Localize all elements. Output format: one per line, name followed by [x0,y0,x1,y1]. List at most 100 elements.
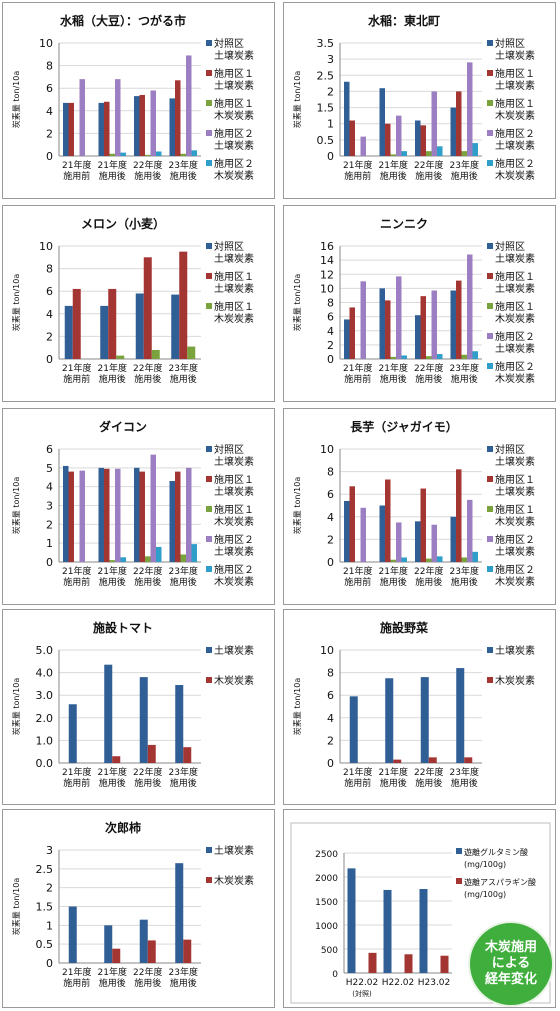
category-label: 21年度 [62,362,91,374]
bar-t2c-2 [437,146,443,156]
chart-panel-8: 施設野菜 炭素量 ton/10a 0 2 4 6 8 10 21年度 施用前 21年度 施用後 22年度… [283,609,556,805]
bar-t2s-2 [150,454,156,562]
y-tick-label: 14 [320,254,334,267]
y-axis-label: 炭素量 ton/10a [11,678,21,736]
legend-swatch [206,847,212,853]
y-tick-label: 8 [327,466,334,479]
category-label: 施用後 [170,777,197,789]
chart-title: 施設野菜 [380,620,428,635]
category-label: 23年度 [450,766,479,778]
legend-label: 対照区 [495,443,525,456]
legend-swatch [487,130,493,136]
legend-label: 施用区２ [214,127,254,140]
chart-panel-6: 長芋（ジャガイモ） 炭素量 ton/10a 0 2 4 6 8 10 21年度 施用前 21年度 施用… [283,408,556,605]
legend-swatch [487,333,493,339]
legend-label: 土壌炭素 [495,49,535,62]
category-label: 21年度 [343,159,372,171]
category-label: 23年度 [169,766,198,778]
y-tick-label: 2.5 [317,69,335,82]
bar-t2c-2 [156,151,162,156]
bar-t1c-1 [390,356,396,359]
y-tick-label: 0 [46,957,53,970]
legend-label: 遊離アスパラギン酸 [464,877,536,887]
y-axis-label: 炭素量 ton/10a [292,678,302,736]
legend-label: 土壌炭素 [495,139,535,152]
legend-label: 対照区 [214,443,244,456]
legend-label: 土壌炭素 [214,79,254,92]
bar-t2c-1 [120,557,126,562]
bar-t2s-0 [360,507,366,562]
bar-t2s-2 [431,290,437,359]
bar-t1c-3 [180,153,186,156]
y-tick-label: 4 [46,481,53,494]
y-tick-label: 2 [327,734,334,747]
bar-ctrl-1 [379,88,385,156]
chart-title: メロン（小麦） [81,216,165,231]
legend-label: 土壌炭素 [214,139,254,152]
legend-swatch [206,243,212,249]
y-tick-label: 2 [46,330,53,343]
legend-swatch [206,130,212,136]
bar-t2s-3 [467,499,473,562]
bar-soil-2 [139,919,148,963]
bar-t1s-3 [175,80,181,156]
category-label: 施用後 [415,777,442,789]
bar-t1s-2 [139,471,145,562]
bar-t1s-3 [456,280,462,359]
category-label: 22年度 [133,159,162,171]
legend-label: 土壌炭素 [214,455,254,468]
y-tick-label: 10 [320,282,334,295]
chart-panel-2: 水稲：東北町 炭素量 ton/10a 0 0.5 1 1.5 2 2.5 3 3.5 21年度 施用前… [283,2,556,199]
chart-title: 施設トマト [93,620,153,635]
bar-t2s-3 [186,55,192,156]
legend-swatch [487,40,493,46]
y-tick-label: 0 [327,757,334,770]
legend-label: (mg/100g) [464,890,506,899]
legend-label: 土壌炭素 [214,49,254,62]
y-tick-label: 1 [46,919,53,932]
legend-label: 施用区１ [495,300,535,313]
y-tick-label: 3 [46,500,53,513]
category-label: 23年度 [450,362,479,374]
y-tick-label: 0 [327,556,334,569]
bar-t1s-0 [68,471,74,562]
y-tick-label: 6 [327,689,334,702]
category-label: 施用前 [344,777,371,789]
y-tick-label: 8 [327,297,334,310]
bar-t1c-1 [390,559,396,562]
chart-title: ダイコン [99,419,147,434]
legend-label: 施用区１ [214,503,254,516]
category-label: 21年度 [62,766,91,778]
y-tick-label: 0.5 [36,938,54,951]
category-label: 施用後 [99,576,126,588]
chart-panel-7: 施設トマト 炭素量 ton/10a 0.0 1.0 2.0 3.0 4.0 5.0 21年度 施用… [2,609,275,805]
bar-t2c-3 [472,551,478,562]
y-tick-label: 6 [46,443,53,456]
bar-ctrl-0 [344,319,350,359]
legend-swatch [487,273,493,279]
bar-t2c-2 [437,354,443,359]
category-label: 施用前 [344,170,371,182]
bar-t1c-3 [461,151,467,156]
legend-swatch [206,446,212,452]
y-axis-label: 炭素量 ton/10a [11,71,21,129]
y-tick-label: 6 [327,488,334,501]
bar-t1c-3 [461,557,467,562]
bar-soil-1 [385,678,394,763]
y-tick-label: 1 [327,118,334,131]
bar-t2c-3 [191,150,197,156]
legend-label: 施用区２ [214,157,254,170]
bar-soil-1 [104,925,113,963]
legend-label: 施用区２ [495,563,535,576]
bar-t2s-1 [115,468,121,562]
legend-label: 施用区２ [495,360,535,373]
legend-label: 遊離グルタミン酸 [464,847,528,857]
bar-t1c-1 [390,154,396,156]
legend-swatch [487,303,493,309]
bar-t1s-2 [420,125,426,156]
bar-ctrl-3 [169,481,175,562]
legend-swatch [487,363,493,369]
bar-ctrl-3 [450,516,456,562]
